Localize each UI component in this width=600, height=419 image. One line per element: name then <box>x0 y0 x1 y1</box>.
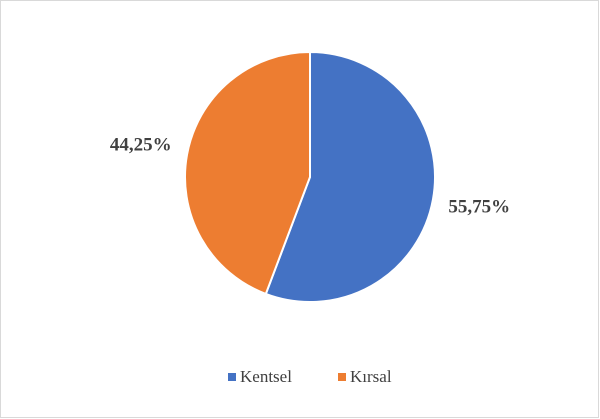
legend-swatch <box>228 373 236 381</box>
data-label: 44,25% <box>110 134 172 155</box>
pie-slice <box>184 50 311 296</box>
legend-label: Kentsel <box>240 367 292 386</box>
data-label: 55,75% <box>448 196 510 217</box>
legend-label: Kırsal <box>350 367 392 386</box>
pie-slice <box>264 50 436 303</box>
legend-swatch <box>338 373 346 381</box>
